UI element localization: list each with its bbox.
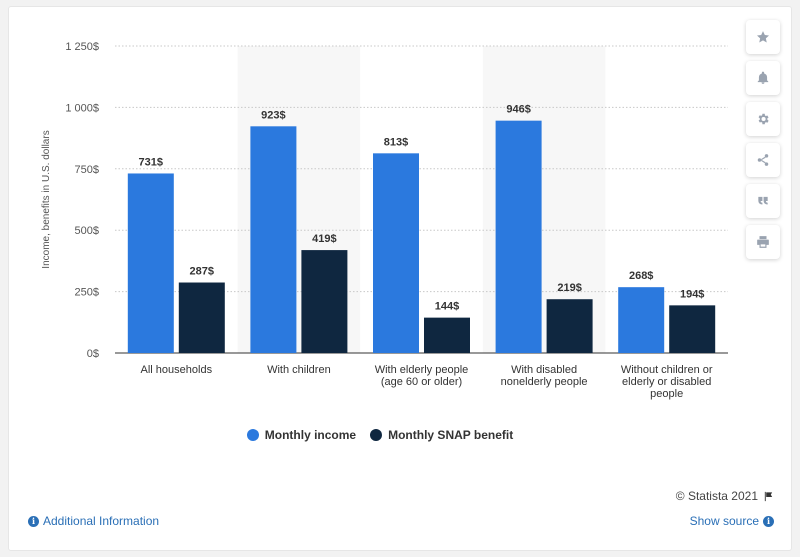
legend-item-monthly-income[interactable]: Monthly income <box>246 428 357 442</box>
notification-button[interactable] <box>746 61 780 95</box>
legend-label-snap: Monthly SNAP benefit <box>388 428 514 442</box>
data-label: 923$ <box>261 109 285 121</box>
y-tick-label: 1 000$ <box>65 102 99 114</box>
y-axis-label: Income, benefits in U.S. dollars <box>41 130 52 268</box>
bar-income <box>127 173 174 353</box>
data-label: 268$ <box>629 270 653 282</box>
x-tick-label: (age 60 or older) <box>381 376 462 388</box>
additional-information-link[interactable]: i Additional Information <box>28 514 159 528</box>
x-tick-label: elderly or disabled <box>622 376 711 388</box>
additional-information-label: Additional Information <box>43 514 160 528</box>
bar-income <box>250 126 297 353</box>
y-tick-label: 500$ <box>75 225 99 237</box>
bar-income <box>618 287 665 353</box>
bar-snap <box>669 305 716 353</box>
data-label: 813$ <box>384 136 408 148</box>
credit-text: © Statista 2021 <box>675 489 758 503</box>
show-source-link[interactable]: Show source i <box>690 514 774 528</box>
bar-snap <box>301 250 348 353</box>
chart-legend: Monthly income Monthly SNAP benefit <box>0 428 760 442</box>
bar-snap <box>178 282 225 353</box>
data-label: 731$ <box>139 156 163 168</box>
legend-swatch-income <box>246 429 259 441</box>
y-tick-label: 0$ <box>87 348 99 360</box>
data-label: 946$ <box>506 104 530 116</box>
data-label: 287$ <box>190 266 214 278</box>
info-icon: i <box>28 515 39 527</box>
data-label: 194$ <box>680 288 704 300</box>
print-icon <box>757 236 769 248</box>
bar-income <box>373 153 419 353</box>
data-label: 419$ <box>312 233 336 245</box>
share-button[interactable] <box>746 143 780 177</box>
data-label: 219$ <box>557 282 581 294</box>
info-icon: i <box>763 515 774 527</box>
bar-chart: 0$ 250$ 500$ 750$ 1 000$ 1 250$ Income, benefi… <box>41 41 728 400</box>
x-tick-label: All households <box>141 364 213 376</box>
x-tick-label: With elderly people <box>375 364 469 376</box>
legend-item-monthly-snap-benefit[interactable]: Monthly SNAP benefit <box>370 428 513 442</box>
share-icon <box>757 154 769 166</box>
flag-icon <box>764 491 773 501</box>
legend-label-income: Monthly income <box>264 428 357 442</box>
x-tick-label: With disabled <box>511 364 577 376</box>
x-tick-label: Without children or <box>621 364 713 376</box>
y-tick-label: 750$ <box>75 164 99 176</box>
bar-snap <box>424 317 470 353</box>
y-tick-label: 1 250$ <box>65 41 99 53</box>
show-source-label: Show source <box>689 514 759 528</box>
data-label: 144$ <box>435 301 459 313</box>
x-tick-label: nonelderly people <box>501 376 588 388</box>
x-tick-label: people <box>650 388 683 400</box>
y-tick-label: 250$ <box>75 287 99 299</box>
gear-icon <box>758 113 769 125</box>
toolbar <box>746 20 780 266</box>
cite-button[interactable] <box>746 184 780 218</box>
quote-icon <box>758 196 768 205</box>
bar-snap <box>546 299 593 353</box>
bell-icon <box>757 71 769 84</box>
star-icon <box>756 31 770 43</box>
statista-credit[interactable]: © Statista 2021 <box>676 489 774 503</box>
print-button[interactable] <box>746 225 780 259</box>
favorite-button[interactable] <box>746 20 780 54</box>
bar-income <box>495 120 542 353</box>
settings-button[interactable] <box>746 102 780 136</box>
x-tick-label: With children <box>267 364 331 376</box>
legend-swatch-snap <box>370 429 383 441</box>
